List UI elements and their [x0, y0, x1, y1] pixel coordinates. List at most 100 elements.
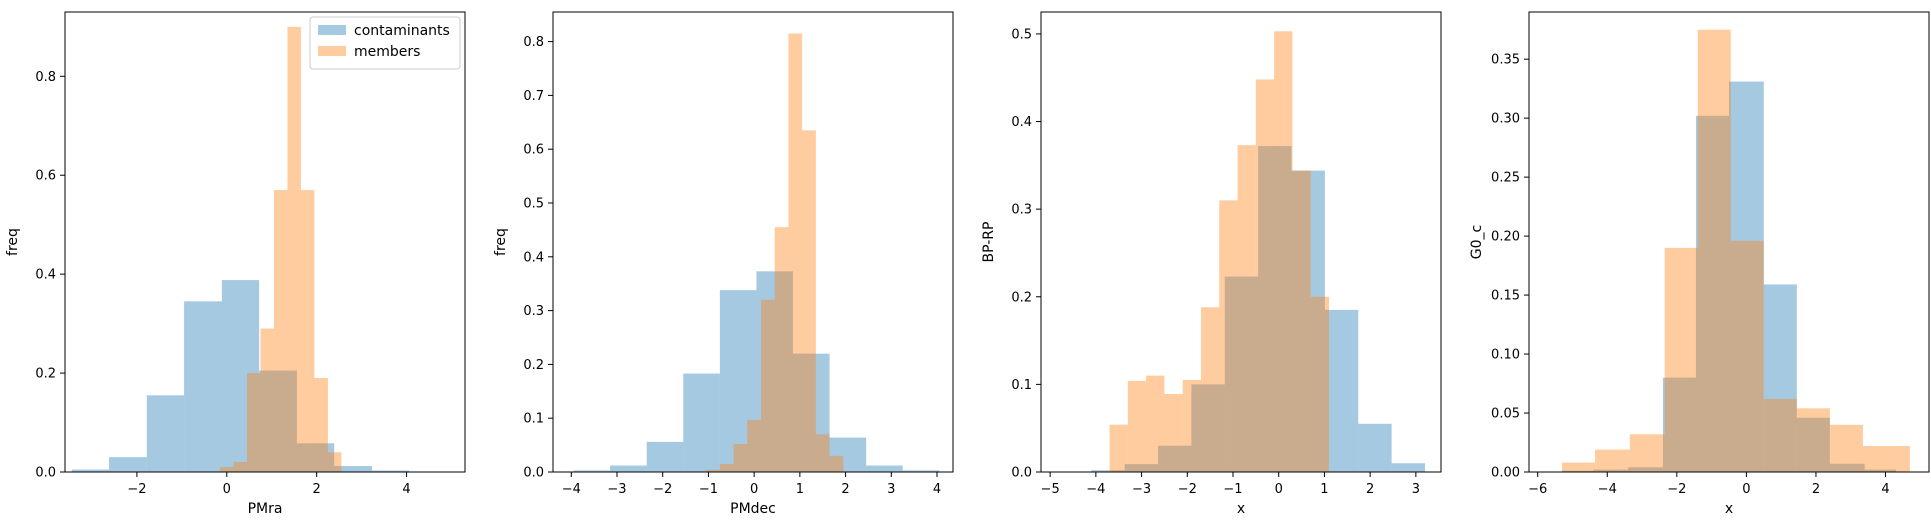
- x-tick-label: 4: [1881, 482, 1889, 497]
- plot-area: [65, 12, 465, 472]
- bar-members-3: [1664, 247, 1698, 472]
- legend-label-contaminants: contaminants: [354, 23, 450, 39]
- y-tick-label: 0.4: [1011, 115, 1032, 130]
- x-axis-label: PMdec: [730, 501, 776, 517]
- x-tick-label: 3: [1412, 482, 1420, 497]
- series-contaminants: [1562, 81, 1896, 473]
- bar-contaminants-3: [1662, 377, 1696, 472]
- bar-contaminants-2: [1158, 445, 1192, 472]
- bar-contaminants-7: [334, 466, 372, 472]
- x-tick-label: −4: [1086, 482, 1105, 497]
- bar-contaminants-5: [1729, 81, 1764, 472]
- bar-members-7: [314, 378, 328, 472]
- x-tick-label: 2: [1812, 482, 1820, 497]
- y-tick-label: 0.6: [523, 143, 544, 158]
- x-tick-label: 2: [841, 482, 849, 497]
- y-tick-label: 0.0: [1011, 466, 1032, 481]
- bar-members-4: [1182, 380, 1201, 472]
- y-tick-label: 0.6: [35, 169, 56, 184]
- series-members: [706, 33, 844, 472]
- bar-contaminants-2: [1628, 467, 1663, 472]
- bar-contaminants-0: [1091, 470, 1125, 472]
- axes-frame: [64, 11, 466, 473]
- x-tick-label: 1: [1320, 482, 1328, 497]
- bar-contaminants-1: [610, 465, 647, 472]
- bar-members-3: [260, 328, 274, 472]
- y-tick-label: 0.2: [523, 358, 544, 373]
- y-tick-label: 0.15: [1491, 289, 1520, 304]
- bar-contaminants-4: [1224, 276, 1259, 472]
- y-axis-label: freq: [493, 228, 509, 256]
- chart-panel-4: −6 −4 −2 0 2 4 0.00 0.05 0.10 0.15 0.20 0.25 0.30 0.3…: [1469, 11, 1930, 517]
- x-tick-label: 0: [1275, 482, 1283, 497]
- y-tick-label: 0.1: [523, 412, 544, 427]
- bar-members-0: [220, 467, 234, 472]
- axes-frame: [1528, 11, 1930, 473]
- bar-members-1: [1595, 449, 1630, 472]
- x-tick-label: 2: [1366, 482, 1374, 497]
- x-tick-label: 3: [887, 482, 895, 497]
- bar-members-9: [829, 455, 844, 472]
- bar-members-7: [802, 130, 816, 472]
- y-axis-label: G0_c: [1469, 225, 1485, 259]
- bar-contaminants-9: [1391, 463, 1425, 472]
- bar-contaminants-7: [1324, 309, 1359, 472]
- bar-contaminants-5: [1258, 146, 1292, 473]
- bar-contaminants-4: [719, 290, 757, 472]
- bar-members-9: [1862, 446, 1896, 472]
- chart-panel-2: −4 −3 −2 −1 0 1 2 3 4 0.0 0.1 0.2 0.3 0.4 0.5 0.6 0.7 0.8…: [493, 11, 954, 517]
- y-tick-label: 0.5: [523, 196, 544, 211]
- y-tick-label: 0.4: [523, 250, 544, 265]
- bar-contaminants-1: [1124, 464, 1159, 472]
- y-tick-label: 0.3: [523, 304, 544, 319]
- bar-members-5: [287, 26, 301, 472]
- bar-members-3: [747, 419, 761, 472]
- plot-area: [553, 12, 953, 472]
- bar-contaminants-9: [902, 470, 940, 472]
- bar-members-6: [1219, 200, 1238, 472]
- x-tick-label: −1: [699, 482, 718, 497]
- series-contaminants: [1091, 146, 1425, 473]
- bar-contaminants-8: [866, 465, 903, 472]
- bar-members-4: [273, 190, 288, 472]
- chart-panel-1: −2 0 2 4 0.0 0.2 0.4 0.6 0.8 PMra freq contaminants…: [5, 11, 466, 517]
- x-tick-label: −1: [1223, 482, 1242, 497]
- bar-contaminants-3: [1191, 384, 1225, 472]
- series-contaminants: [573, 271, 940, 472]
- x-axis-label: x: [1237, 501, 1245, 517]
- plot-area: [1529, 12, 1929, 472]
- bar-members-8: [327, 452, 342, 472]
- bar-contaminants-3: [683, 373, 720, 472]
- x-tick-label: 4: [933, 482, 941, 497]
- bar-contaminants-0: [71, 469, 110, 472]
- y-axis-label: freq: [5, 228, 21, 256]
- y-tick-label: 0.3: [1011, 203, 1032, 218]
- bar-members-2: [247, 373, 261, 472]
- bar-members-0: [1562, 462, 1596, 472]
- bar-members-8: [1255, 79, 1275, 472]
- bar-members-6: [788, 33, 803, 472]
- bar-contaminants-3: [184, 301, 222, 472]
- series-contaminants: [71, 280, 448, 472]
- x-tick-label: 4: [402, 482, 410, 497]
- bar-contaminants-8: [371, 470, 410, 472]
- bar-contaminants-7: [1796, 417, 1830, 472]
- chart-panel-3: −5 −4 −3 −2 −1 0 1 2 3 0.0 0.1 0.2 0.3 0.4 0.5 x BP-RP: [981, 11, 1442, 517]
- y-tick-label: 0.35: [1491, 53, 1520, 68]
- legend: contaminants members: [309, 16, 461, 70]
- bar-members-0: [706, 469, 720, 472]
- x-tick-label: −4: [562, 482, 581, 497]
- bar-members-7: [1237, 145, 1256, 472]
- y-tick-label: 0.5: [1011, 27, 1032, 42]
- y-tick-label: 0.8: [35, 70, 56, 85]
- legend-swatch-contaminants: [318, 25, 346, 35]
- bar-members-10: [1895, 446, 1910, 472]
- legend-label-members: members: [354, 44, 420, 60]
- y-tick-label: 0.0: [523, 466, 544, 481]
- bar-members-1: [233, 462, 248, 472]
- y-tick-label: 0.4: [35, 268, 56, 283]
- x-tick-label: −3: [607, 482, 626, 497]
- x-tick-label: −5: [1041, 482, 1060, 497]
- series-members: [220, 26, 342, 472]
- x-tick-label: −4: [1598, 482, 1617, 497]
